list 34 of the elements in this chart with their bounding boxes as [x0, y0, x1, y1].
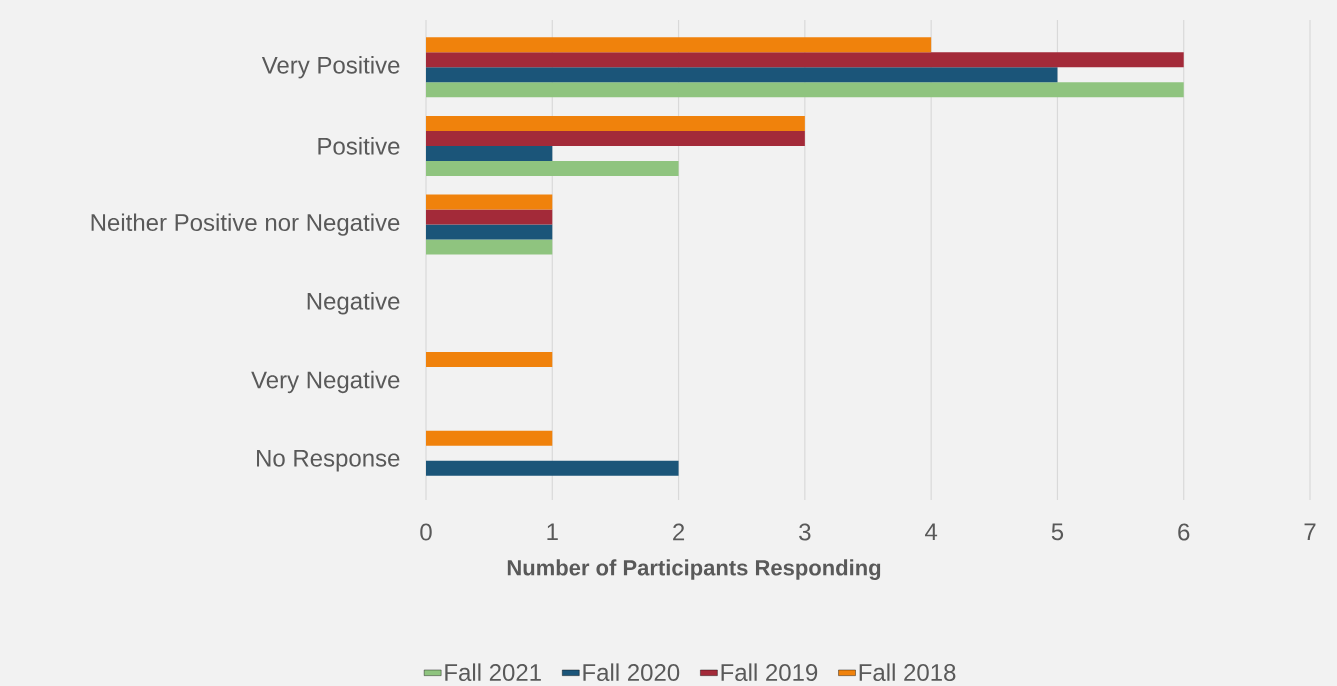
bar [426, 130, 805, 146]
bar [426, 160, 679, 176]
legend-label: Fall 2018 [859, 663, 956, 681]
y-tick-label: Very Negative [251, 370, 400, 394]
y-tick-label: Negative [307, 292, 400, 315]
bar [426, 460, 679, 476]
x-tick-label: 6 [1178, 523, 1190, 541]
bar [426, 209, 553, 225]
bar [426, 194, 553, 210]
bar [426, 145, 553, 161]
x-tick-label: 1 [547, 523, 558, 541]
y-tick-label: Positive [318, 137, 400, 155]
legend-label: Fall 2020 [583, 663, 680, 681]
bar [426, 115, 805, 131]
legend-label: Fall 2019 [721, 663, 818, 681]
bar [426, 239, 553, 255]
bar [426, 430, 553, 446]
x-tick-label: 2 [673, 523, 685, 541]
y-tick-label: No Response [257, 449, 400, 472]
bar [426, 67, 1058, 83]
bar [426, 224, 553, 240]
bar [426, 82, 1184, 98]
bar [426, 52, 1184, 68]
x-axis-title: Number of Participants Responding [507, 559, 881, 580]
legend-label: Fall 2021 [445, 663, 541, 681]
y-tick-label: Neither Positive nor Negative [91, 213, 400, 236]
bar [426, 351, 553, 367]
x-tick-label: 0 [420, 523, 432, 541]
x-tick-label: 5 [1051, 523, 1064, 541]
bar [426, 37, 932, 53]
x-tick-label: 4 [925, 523, 938, 541]
x-tick-label: 7 [1304, 523, 1316, 541]
x-tick-label: 3 [799, 523, 811, 541]
y-tick-label: Very Positive [261, 56, 400, 79]
